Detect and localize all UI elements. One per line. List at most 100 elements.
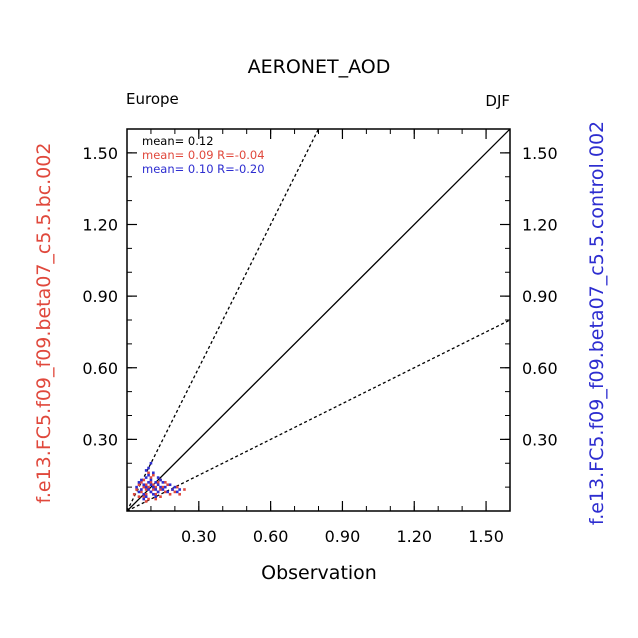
scatter-point <box>140 481 143 484</box>
scatter-point <box>152 492 155 496</box>
scatter-point <box>156 483 160 487</box>
scatter-point <box>142 483 146 487</box>
scatter-point <box>144 495 148 498</box>
scatter-point <box>173 485 177 489</box>
scatter-point <box>144 469 148 472</box>
right-axis-label: f.e13.FC5.f09_f09.beta07_c5.5.control.00… <box>586 121 608 525</box>
x-tick-label: 0.30 <box>181 527 217 546</box>
scatter-point <box>164 485 167 489</box>
scatter-point <box>137 483 141 487</box>
scatter-point <box>144 485 148 489</box>
tick-labels: 0.30 0.30 0.30 0.60 0.60 0.60 0.90 0.90 0.90 1.20… <box>82 144 557 546</box>
scatter-point <box>147 485 150 489</box>
scatter-point <box>149 483 153 487</box>
scatter-point <box>161 481 165 484</box>
scatter-point <box>135 485 138 489</box>
scatter-point <box>132 492 136 496</box>
scatter-point <box>152 488 155 491</box>
scatter-point <box>171 488 174 491</box>
scatter-point <box>149 481 153 484</box>
scatter-point <box>144 483 148 487</box>
scatter-point <box>159 495 162 498</box>
scatter-point <box>154 481 158 484</box>
scatter-point <box>154 495 158 498</box>
scatter-point <box>137 490 141 494</box>
scatter-point <box>135 488 138 491</box>
scatter-point <box>178 492 181 496</box>
scatter-point <box>149 490 153 494</box>
chart-title: AERONET_AOD <box>248 56 391 78</box>
y-tick-label-right: 0.60 <box>522 359 558 378</box>
scatter-point <box>137 495 141 498</box>
scatter-point <box>159 485 162 489</box>
x-tick-label: 1.50 <box>468 527 504 546</box>
scatter-point <box>140 488 143 491</box>
scatter-point <box>147 481 150 484</box>
y-tick-label-right: 0.90 <box>522 287 558 306</box>
y-tick-label-left: 1.20 <box>82 216 118 235</box>
reference-line-1to2 <box>126 319 511 512</box>
scatter-point <box>140 478 143 482</box>
stat-control-mean-r: mean= 0.10 R=-0.20 <box>142 162 265 176</box>
scatter-point <box>156 481 160 484</box>
scatter-point <box>144 476 148 479</box>
y-tick-label-left: 0.90 <box>82 287 118 306</box>
scatter-point <box>142 485 146 489</box>
scatter-point <box>152 483 155 487</box>
x-tick-label: 0.60 <box>253 527 289 546</box>
stat-bc-mean-r: mean= 0.09 R=-0.04 <box>142 148 265 162</box>
scatter-point <box>168 483 172 487</box>
series-control <box>135 461 181 501</box>
scatter-point <box>156 490 160 494</box>
scatter-point <box>142 492 146 496</box>
scatter-point <box>152 485 155 489</box>
scatter-point <box>173 490 177 494</box>
plot-area <box>126 128 511 512</box>
scatter-point <box>154 485 158 489</box>
scatter-point <box>164 490 167 494</box>
reference-line-2to1 <box>126 128 320 512</box>
y-tick-label-left: 0.60 <box>82 359 118 378</box>
scatter-point <box>175 490 179 494</box>
y-tick-label-right: 1.50 <box>522 144 558 163</box>
scatter-point <box>161 488 165 491</box>
scatter-point <box>183 488 186 491</box>
scatter-point <box>166 483 169 487</box>
scatter-point <box>149 461 153 465</box>
plot-frame <box>126 128 511 512</box>
scatter-point <box>147 473 150 477</box>
left-axis-label: f.e13.FC5.f09_f09.beta07_c5.5.bc.002 <box>33 143 55 504</box>
scatter-point <box>149 478 153 482</box>
scatter-point <box>137 481 141 484</box>
scatter-point <box>154 497 158 501</box>
scatter-point <box>147 497 150 501</box>
scatter-point <box>161 485 165 489</box>
x-axis-label: Observation <box>261 562 377 584</box>
scatter-point <box>147 488 150 491</box>
scatter-point <box>152 473 155 477</box>
scatter-point <box>178 488 181 491</box>
scatter-point <box>144 492 148 496</box>
region-label: Europe <box>126 90 179 108</box>
scatter-point <box>159 478 162 482</box>
scatter-point <box>154 492 158 496</box>
axis-ticks <box>127 129 510 511</box>
stat-obs-mean: mean= 0.12 <box>142 134 214 148</box>
scatter-point <box>142 495 146 498</box>
y-tick-label-right: 1.20 <box>522 216 558 235</box>
scatter-point <box>175 485 179 489</box>
scatter-point <box>147 466 150 470</box>
scatter-point <box>142 497 146 501</box>
y-tick-label-right: 0.30 <box>522 430 558 449</box>
reference-line-1to1 <box>126 128 511 512</box>
y-tick-label-left: 0.30 <box>82 430 118 449</box>
scatter-point <box>168 492 172 496</box>
scatter-point <box>144 500 148 503</box>
scatter-point <box>156 476 160 479</box>
scatter-point <box>152 471 155 475</box>
scatter-point <box>147 471 150 475</box>
scatter-point <box>159 488 162 491</box>
scatter-point <box>140 490 143 494</box>
scatter-point <box>164 481 167 484</box>
